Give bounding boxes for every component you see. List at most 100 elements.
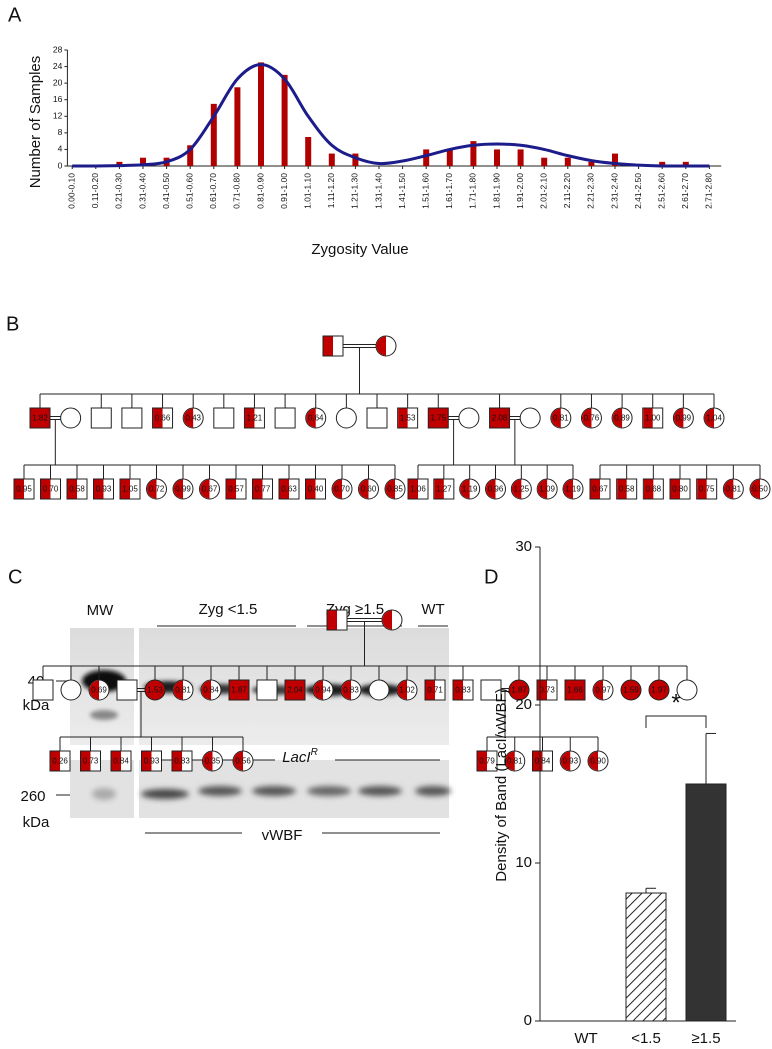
zygosity-label: 1.21 (247, 414, 263, 423)
zygosity-label: 0.84 (113, 757, 129, 766)
male-symbol (121, 407, 143, 429)
individual: 0.85 (384, 478, 406, 500)
half-fill (120, 479, 130, 499)
bar (423, 149, 430, 166)
half-fill (397, 680, 407, 700)
bar (234, 87, 241, 166)
individual: 0.66 (152, 407, 174, 429)
x-tick-label: 2.71-2.80 (704, 173, 714, 209)
significance-bracket (645, 715, 707, 728)
female-symbol (508, 679, 530, 701)
individual (274, 407, 296, 429)
individual: 0.99 (672, 407, 694, 429)
y-tick-label: 8 (58, 127, 63, 137)
half-fill (385, 479, 395, 499)
zygosity-label: 0.90 (590, 757, 606, 766)
band (415, 786, 451, 796)
x-tick-label: 0.41-0.50 (161, 173, 171, 209)
zygosity-label: 1.97 (651, 686, 667, 695)
bar (682, 161, 689, 166)
half-fill (200, 479, 210, 499)
zygosity-label: 0.58 (619, 485, 635, 494)
y-tick-label: 12 (53, 111, 63, 121)
half-fill (537, 479, 548, 499)
zygosity-label: 1.27 (436, 485, 452, 494)
individual: 0.90 (587, 750, 609, 772)
zygosity-label: 0.76 (584, 414, 600, 423)
zygosity-label: 0.67 (202, 485, 218, 494)
zygosity-label: 1.75 (430, 414, 446, 423)
zygosity-label: 1.09 (539, 485, 555, 494)
bar (625, 892, 667, 1022)
band (92, 788, 116, 800)
individual: 1.97 (648, 679, 670, 701)
zygosity-label: 0.93 (96, 485, 112, 494)
zygosity-label: 0.99 (175, 485, 191, 494)
blot: MW Zyg <1.5 Zyg ≥1.5 WT 40 kDa 260 kDa L… (20, 601, 451, 844)
individual: 0.68 (642, 478, 664, 500)
zygosity-label: 0.83 (455, 686, 471, 695)
individual: 0.73 (80, 750, 101, 772)
zygosity-label: 1.25 (514, 485, 530, 494)
x-tick-label: 0.51-0.60 (184, 173, 194, 209)
x-tick-label: 1.21-1.30 (350, 173, 360, 209)
individual: 0.43 (182, 407, 204, 429)
individual: 0.99 (172, 478, 194, 500)
individual: 1.75 (427, 407, 449, 429)
individual (368, 679, 390, 701)
zygosity-label: 1.05 (122, 485, 138, 494)
zygosity-label: 0.70 (334, 485, 350, 494)
zygosity-label: 0.83 (174, 757, 190, 766)
zygosity-label: 0.57 (228, 485, 244, 494)
half-fill (588, 751, 598, 771)
individual: 1.87 (508, 679, 530, 701)
male-symbol (213, 407, 235, 429)
half-fill (226, 479, 236, 499)
marker-size: 260 (20, 788, 45, 805)
band (198, 786, 242, 796)
x-tick-label: <1.5 (631, 1030, 661, 1047)
zygosity-label: 1.00 (645, 414, 661, 423)
bar (305, 137, 312, 166)
individual: 1.87 (228, 679, 250, 701)
half-fill (376, 336, 386, 356)
bar (281, 74, 288, 166)
band-label: LacIR (282, 747, 318, 766)
group-label: Zyg <1.5 (199, 601, 258, 618)
individual (32, 679, 54, 701)
individual: 1.21 (243, 407, 265, 429)
zygosity-label: 0.85 (387, 485, 403, 494)
lane-label: MW (87, 602, 114, 619)
half-fill (279, 479, 289, 499)
zygosity-label: 0.70 (43, 485, 59, 494)
x-tick-label: 0.91-1.00 (279, 173, 289, 209)
x-tick-label: 0.00-0.10 (66, 173, 76, 209)
female-symbol (458, 407, 480, 429)
individual: 0.67 (589, 478, 611, 500)
zygosity-label: 0.26 (52, 757, 68, 766)
individual: 0.84 (532, 750, 553, 772)
zygosity-label: 0.63 (281, 485, 297, 494)
zygosity-label: 1.06 (410, 485, 426, 494)
female-symbol (620, 679, 642, 701)
zygosity-label: 1.66 (567, 686, 583, 695)
zygosity-label: 1.19 (565, 485, 581, 494)
female-symbol (676, 679, 698, 701)
individual: 1.04 (703, 407, 725, 429)
y-tick-label: 4 (58, 144, 63, 154)
individual (322, 335, 344, 357)
panel-letter: D (484, 566, 498, 588)
individual: 0.40 (305, 478, 326, 500)
bands (92, 786, 451, 800)
male-symbol (116, 679, 138, 701)
individual: 0.81 (722, 478, 744, 500)
half-fill (323, 336, 333, 356)
x-tick-label: 2.01-2.10 (538, 173, 548, 209)
half-fill (593, 680, 603, 700)
bar (517, 149, 524, 166)
y-tick-label: 16 (53, 94, 63, 104)
half-fill (551, 408, 561, 428)
zygosity-label: 0.81 (726, 485, 742, 494)
half-fill (201, 680, 211, 700)
individual (480, 679, 502, 701)
